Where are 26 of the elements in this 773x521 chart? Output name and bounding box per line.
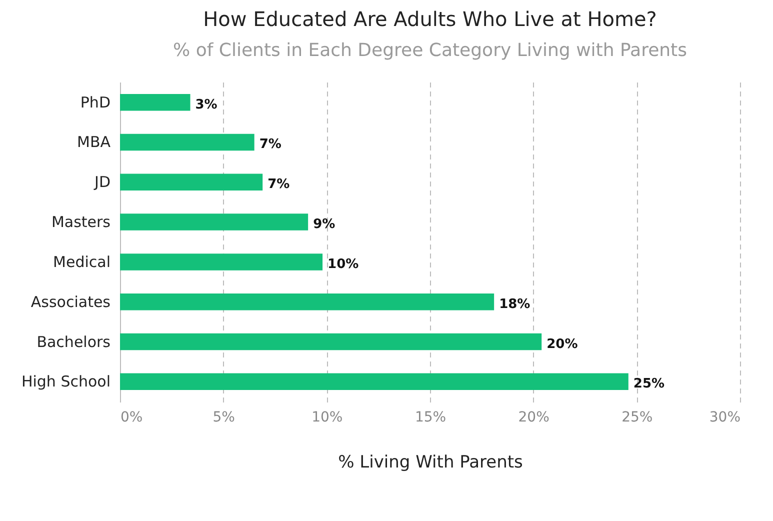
y-tick-label: Associates [30,292,111,311]
x-tick-label: 15% [414,410,446,426]
y-tick-label: MBA [77,133,112,152]
x-tick-label: 0% [120,410,143,426]
data-label: 9% [313,217,336,232]
data-label: 25% [633,376,665,392]
y-tick-label: High School [21,372,110,391]
chart-title: How Educated Are Adults Who Live at Home? [203,7,657,31]
x-tick-label: 25% [622,410,653,426]
y-tick-label: JD [94,173,110,192]
y-tick-label: Medical [53,252,110,271]
data-label: 10% [328,256,359,272]
x-tick-label: 30% [709,410,740,426]
y-tick-label: Bachelors [36,332,111,351]
y-tick-label: PhD [80,93,110,112]
x-tick-label: 20% [518,410,550,426]
x-tick-label: 10% [312,410,343,426]
chart-subtitle: % of Clients in Each Degree Category Living with Parents [173,40,687,61]
data-label: 18% [499,296,530,312]
x-tick-label: 5% [212,410,235,426]
x-axis-title: % Living With Parents [338,452,524,472]
data-label: 7% [259,137,282,152]
data-label: 20% [546,336,578,352]
y-tick-label: Masters [51,213,111,232]
data-label: 7% [268,177,290,192]
data-label: 3% [195,97,218,112]
